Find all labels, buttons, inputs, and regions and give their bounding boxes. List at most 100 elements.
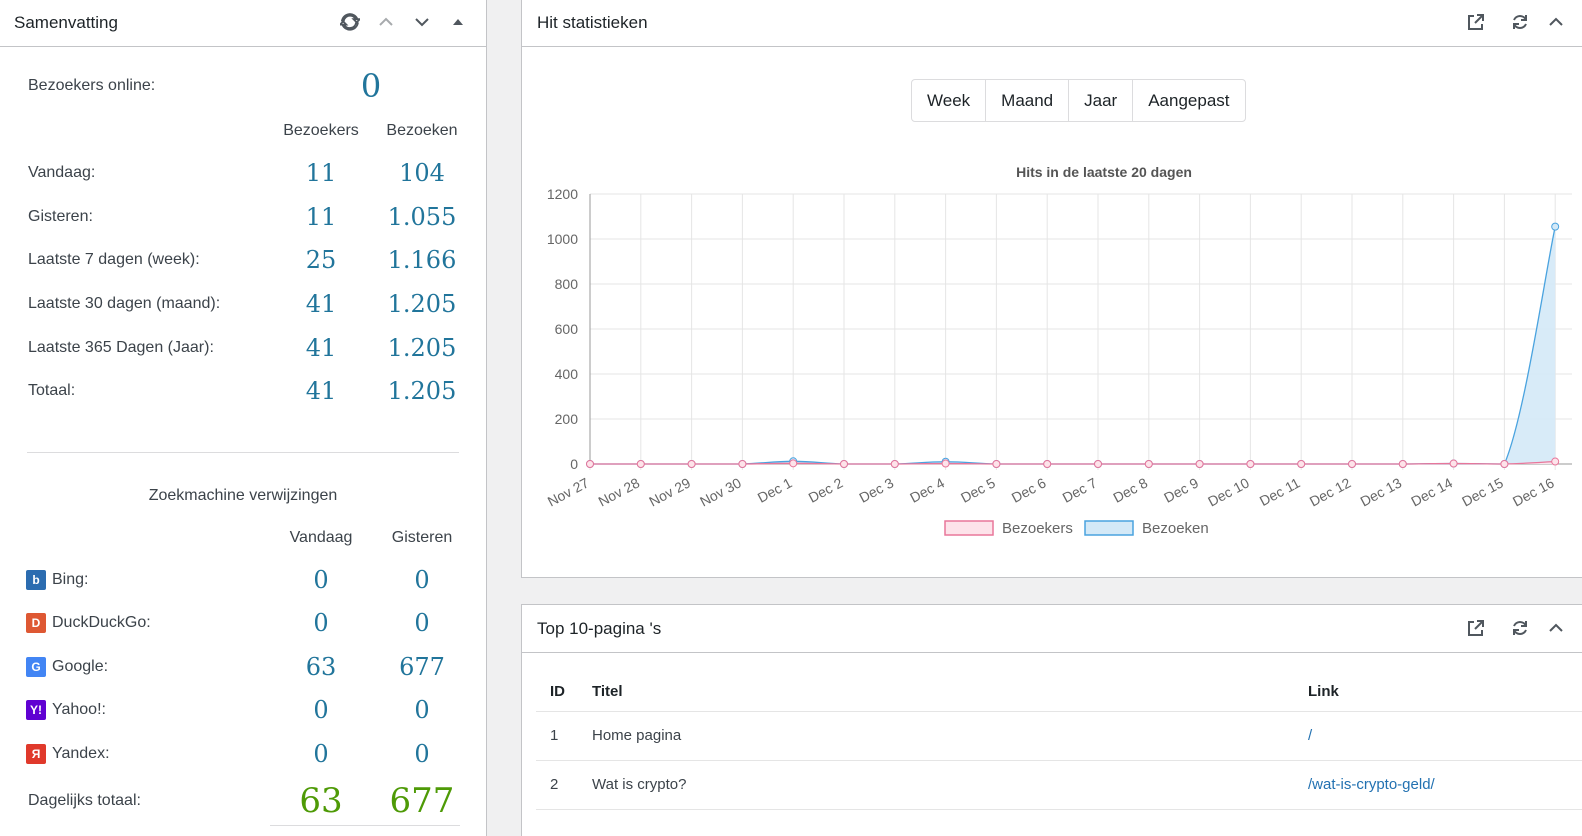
x-tick-label: Dec 4: [907, 474, 947, 505]
hits-chart: Hits in de laatste 20 dagen 0 200 400 600 800…: [545, 164, 1572, 537]
row-1-id: 1: [550, 727, 559, 744]
refresh-icon[interactable]: [1502, 610, 1538, 646]
engine-yesterday: 0: [414, 740, 430, 768]
year-button[interactable]: Jaar: [1068, 80, 1132, 121]
y-tick-label: 600: [555, 321, 579, 337]
hit-stats-panel: Hit statistieken Week Maand Jaar Aangepa…: [521, 0, 1582, 578]
data-point: [840, 460, 848, 468]
top-pages-panel: Top 10-pagina 's ID Titel Link 1 Home pa…: [521, 604, 1582, 836]
daily-total-row: Dagelijks totaal: 63 677: [28, 781, 458, 821]
x-tick-label: Dec 7: [1060, 474, 1100, 505]
legend-label: Bezoeken: [1142, 520, 1209, 537]
chevron-down-icon[interactable]: [404, 4, 440, 40]
series-line-bezoekers: [590, 460, 1556, 465]
row-2-id: 2: [550, 776, 559, 793]
engine-yesterday: 0: [414, 566, 430, 594]
data-point: [1144, 460, 1153, 468]
x-tick-label: Dec 13: [1358, 474, 1405, 509]
stat-label: Totaal:: [28, 382, 76, 399]
google-icon: G: [26, 657, 46, 677]
custom-button[interactable]: Aangepast: [1132, 80, 1244, 121]
x-tick-label: Dec 9: [1161, 474, 1201, 505]
search-engine-title: Zoekmachine verwijzingen: [148, 487, 338, 504]
engine-yesterday: 677: [399, 653, 445, 681]
x-tick-label: Dec 1: [755, 474, 795, 505]
data-point: [1246, 460, 1255, 468]
period-button-group: Week Maand Jaar Aangepast: [911, 79, 1246, 122]
data-point: [636, 460, 645, 468]
refresh-icon[interactable]: [1502, 4, 1538, 40]
engine-row: Я Yandex: 0 0: [26, 739, 458, 769]
stat-visitors: 41: [305, 290, 337, 318]
col-visitors: Bezoekers: [283, 122, 359, 139]
engine-today: 0: [313, 566, 329, 594]
data-point: [1398, 460, 1407, 468]
y-tick-label: 200: [555, 411, 579, 427]
data-point: [1551, 457, 1560, 466]
yahoo-icon: Y!: [26, 700, 46, 720]
x-tick-label: Nov 29: [646, 474, 693, 509]
engine-today: 0: [313, 696, 329, 724]
online-value: 0: [360, 67, 382, 105]
engine-today: 0: [313, 609, 329, 637]
total-underline: [270, 825, 460, 826]
x-tick-label: Dec 5: [958, 474, 998, 505]
data-point: [687, 460, 696, 468]
data-point: [1195, 460, 1204, 468]
x-tick-label: Dec 15: [1459, 474, 1506, 509]
engine-today: 63: [305, 653, 337, 681]
stat-row: Vandaag: 11 104: [28, 158, 458, 188]
y-tick-label: 800: [555, 276, 579, 292]
stat-visits: 1.205: [387, 290, 457, 318]
row-2-link[interactable]: /wat-is-crypto-geld/: [1308, 776, 1435, 793]
online-row: Bezoekers online: 0: [28, 67, 458, 105]
col-today: Vandaag: [289, 529, 353, 546]
engine-label: Yandex:: [52, 745, 110, 762]
hits-header: Hit statistieken: [522, 0, 1582, 47]
x-tick-label: Nov 30: [697, 474, 744, 509]
engine-row: D DuckDuckGo: 0 0: [26, 608, 458, 638]
collapse-toggle-icon[interactable]: [440, 4, 476, 40]
x-tick-label: Dec 11: [1257, 474, 1303, 509]
x-tick-label: Nov 28: [596, 474, 643, 509]
data-point: [1348, 460, 1356, 468]
x-tick-label: Dec 3: [856, 474, 896, 505]
stat-visitors: 11: [305, 203, 337, 231]
refresh-icon[interactable]: [332, 4, 368, 40]
data-point: [941, 459, 950, 468]
y-tick-label: 400: [555, 366, 579, 382]
week-button[interactable]: Week: [927, 90, 971, 110]
month-button[interactable]: Maand: [985, 80, 1068, 121]
stat-row: Laatste 365 Dagen (Jaar): 41 1.205: [28, 333, 458, 363]
data-point: [1551, 222, 1560, 231]
data-point: [789, 459, 798, 468]
col-link: Link: [1308, 683, 1339, 700]
bing-icon: b: [26, 570, 46, 590]
stat-visitors: 41: [305, 334, 337, 362]
x-tick-label: Dec 2: [806, 474, 846, 505]
stat-visits: 1.205: [387, 334, 457, 362]
external-link-icon[interactable]: [1458, 4, 1494, 40]
stat-label: Laatste 7 dagen (week):: [28, 251, 200, 268]
engine-yesterday: 0: [414, 609, 430, 637]
data-point: [1297, 460, 1306, 468]
y-tick-label: 1000: [547, 231, 578, 247]
series-line-bezoeken: [590, 226, 1556, 465]
legend-swatch: [944, 520, 994, 536]
chevron-up-icon[interactable]: [1538, 610, 1574, 646]
stat-visits: 1.055: [387, 203, 457, 231]
x-tick-label: Dec 6: [1009, 474, 1049, 505]
data-point: [1500, 460, 1509, 468]
stat-row: Laatste 7 dagen (week): 25 1.166: [28, 245, 458, 275]
chevron-up-icon[interactable]: [1538, 4, 1574, 40]
row-1-link[interactable]: /: [1308, 727, 1313, 744]
divider: [27, 452, 459, 453]
stat-label: Gisteren:: [28, 208, 93, 225]
data-point: [992, 460, 1001, 468]
data-point: [1043, 460, 1052, 468]
data-point: [738, 460, 747, 468]
external-link-icon[interactable]: [1458, 610, 1494, 646]
stat-visits: 1.205: [387, 377, 457, 405]
chevron-up-icon[interactable]: [368, 4, 404, 40]
data-point: [890, 460, 899, 468]
